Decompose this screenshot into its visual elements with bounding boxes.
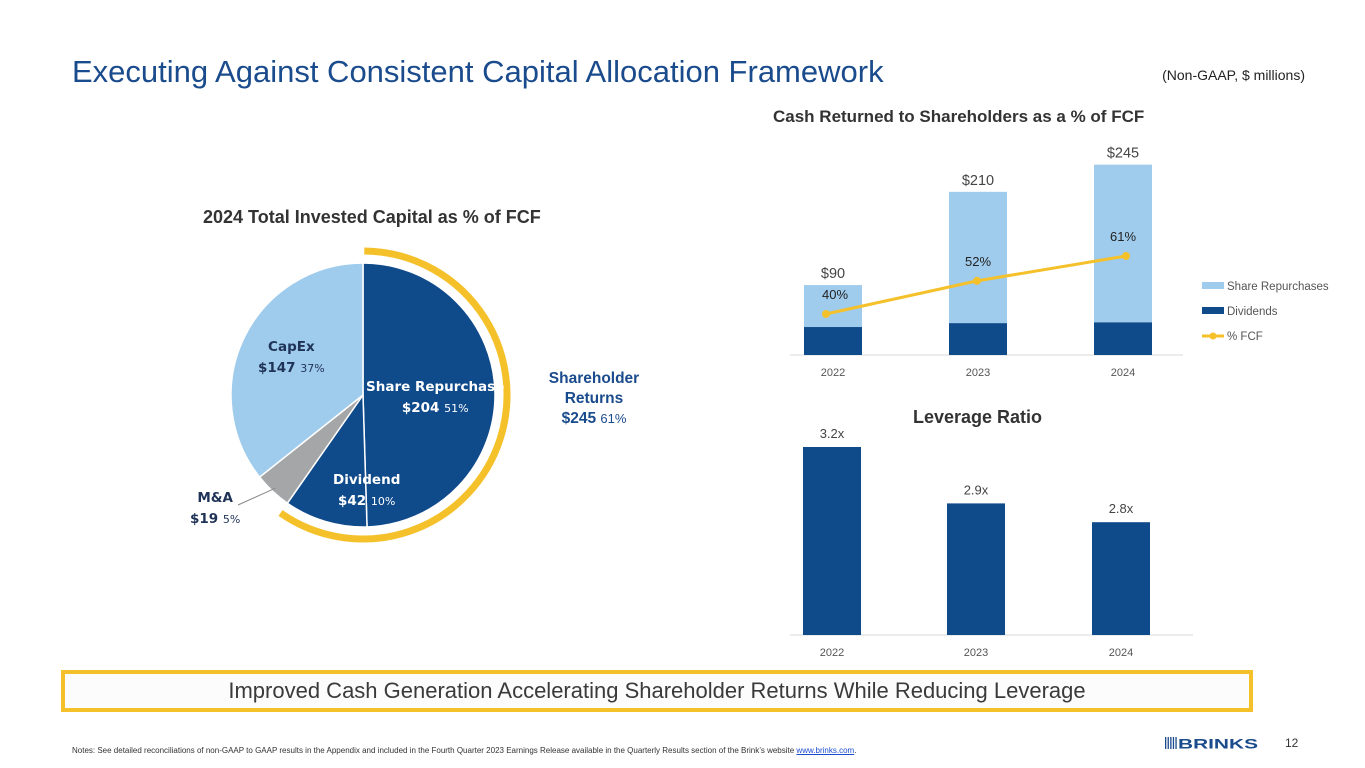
leverage-chart-title: Leverage Ratio: [913, 407, 1043, 427]
page-title: Executing Against Consistent Capital All…: [72, 54, 884, 89]
summary-banner: Improved Cash Generation Accelerating Sh…: [61, 670, 1253, 712]
pie-slice-share-repurchase: [362, 262, 496, 528]
total-label-2024: $245: [1107, 146, 1139, 162]
pct-fcf-label-2023: 52%: [965, 254, 991, 269]
dividend-name: Dividend: [333, 472, 401, 488]
capex-name: CapEx: [268, 339, 315, 355]
bar-share-repurchases-2023: [949, 191, 1007, 324]
bar-dividends-2022: [804, 327, 862, 355]
pie-chart-title: 2024 Total Invested Capital as % of FCF: [203, 207, 541, 227]
bar-dividends-2024: [1094, 322, 1152, 355]
shareholder-returns-arc: [278, 247, 511, 543]
total-label-2023: $210: [962, 173, 994, 189]
leverage-label-2022: 3.2x: [820, 426, 845, 441]
pct-fcf-point-2022: [822, 310, 830, 318]
legend-swatch-share-repurchases: [1202, 282, 1224, 289]
pie-slice-dividend: [286, 392, 368, 528]
shareholder-returns-value: $245: [561, 410, 597, 427]
share-repurchase-name: Share Repurchase: [366, 379, 505, 395]
x-tick-2022: 2022: [820, 647, 844, 659]
x-tick-2023: 2023: [964, 647, 988, 659]
dividend-value: $42: [338, 493, 367, 509]
pct-fcf-label-2022: 40%: [822, 287, 848, 302]
bar-share-repurchases-2022: [804, 285, 862, 328]
footnote-text: Notes: See detailed reconciliations of n…: [72, 746, 797, 755]
leverage-chart: 3.2x 2022 2.9x 2023 2.8x 2024: [790, 426, 1193, 659]
cash-returned-chart: $90 2022 $210 2023 $245 2024 40% 52% 61% Share Re…: [790, 146, 1329, 379]
brinks-logo: BRINKS: [1165, 736, 1258, 750]
pct-fcf-label-2024: 61%: [1110, 229, 1136, 244]
capex-label: CapEx $147 37%: [258, 337, 325, 379]
ma-name: M&A: [197, 490, 233, 506]
pct-fcf-point-2024: [1122, 252, 1130, 260]
ma-label: M&A $19 5%: [190, 488, 240, 530]
leverage-label-2023: 2.9x: [964, 482, 989, 497]
ma-pct: 5%: [222, 513, 241, 526]
bar-share-repurchases-2024: [1094, 164, 1152, 323]
shareholder-returns-pct: 61%: [600, 411, 627, 426]
capex-value: $147: [258, 360, 296, 376]
x-tick-2023: 2023: [966, 367, 990, 379]
legend-label-dividends: Dividends: [1227, 306, 1278, 318]
legend-label-share-repurchases: Share Repurchases: [1227, 281, 1329, 293]
capex-pct: 37%: [300, 362, 325, 375]
leverage-bar-2022: [803, 447, 861, 635]
dividend-label: Dividend $42 10%: [333, 470, 400, 512]
units-note: (Non-GAAP, $ millions): [1162, 67, 1305, 83]
pie-chart: [230, 247, 511, 543]
total-label-2022: $90: [821, 266, 845, 282]
leverage-bar-2023: [947, 503, 1005, 635]
x-tick-2024: 2024: [1109, 647, 1133, 659]
shareholder-returns-line2: Returns: [564, 390, 624, 407]
share-repurchase-value: $204: [401, 400, 440, 416]
pie-slice-capex: [230, 262, 364, 479]
ma-value: $19: [190, 511, 219, 527]
pct-fcf-point-2023: [973, 276, 981, 285]
footnote: Notes: See detailed reconciliations of n…: [72, 746, 856, 755]
leverage-bar-2024: [1092, 522, 1150, 635]
footnote-end: .: [854, 746, 857, 755]
bar-dividends-2023: [949, 323, 1007, 355]
cash-returned-chart-title: Cash Returned to Shareholders as a % of …: [773, 107, 1145, 126]
share-repurchase-label: Share Repurchase $204 51%: [366, 377, 504, 419]
x-tick-2022: 2022: [821, 367, 845, 379]
ma-leader-line: [237, 487, 276, 506]
page-number: 12: [1285, 736, 1299, 750]
x-tick-2024: 2024: [1111, 367, 1135, 379]
svg-text:BRINKS: BRINKS: [1178, 736, 1258, 750]
leverage-label-2024: 2.8x: [1109, 501, 1134, 516]
legend-marker-pct-fcf: [1209, 332, 1217, 340]
shareholder-returns-label: Shareholder Returns $245 61%: [531, 369, 657, 429]
legend-label-fcf: % FCF: [1227, 331, 1263, 343]
shareholder-returns-line1: Shareholder: [548, 370, 640, 387]
legend-swatch-dividends: [1202, 307, 1224, 314]
dividend-pct: 10%: [370, 495, 396, 508]
share-repurchase-pct: 51%: [444, 402, 469, 415]
brinks-website-link[interactable]: www.brinks.com: [796, 746, 855, 755]
